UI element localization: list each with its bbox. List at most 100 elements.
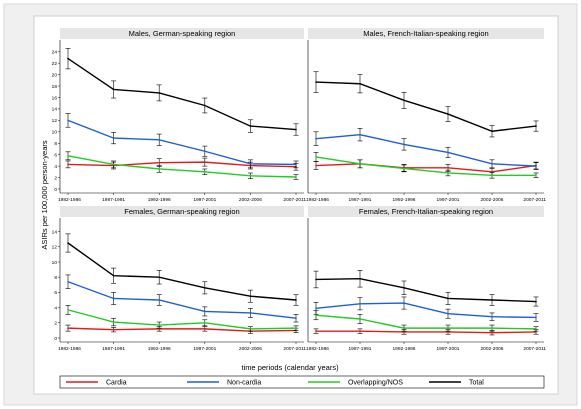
y-tick-label: 6 [54,152,57,158]
data-point [158,276,160,279]
panel-title: Females, French-Italian-speaking region [359,207,493,216]
data-point [158,168,160,170]
panel-title: Males, French-Italian-speaking region [363,29,488,38]
data-point [359,318,361,320]
data-point [204,150,206,153]
data-point [315,164,317,167]
data-point [295,176,297,178]
legend-label: Total [469,380,484,387]
data-point [535,165,537,167]
data-point [315,278,317,281]
data-point [158,299,160,301]
y-tick-label: 10 [52,260,58,266]
panel-title-strip [308,206,544,217]
data-point [491,327,493,329]
data-point [491,130,493,133]
data-point [491,331,493,334]
x-tick-label: 2007-2011 [523,197,546,203]
x-tick-label: 2007-2011 [283,197,306,203]
x-tick-label: 2002-2006 [239,346,262,352]
data-point [295,317,297,320]
data-point [403,99,405,102]
data-point [204,161,206,163]
data-point [403,287,405,289]
panels: Males, German-speaking region02468101214… [52,28,546,352]
data-point [491,315,493,318]
panel-title-strip [60,206,304,217]
y-axis-label: ASIRs per 100,000 person-years [40,140,49,249]
data-point [315,137,317,140]
data-point [204,287,206,289]
data-point [535,125,537,127]
data-point [158,161,160,164]
y-tick-label: 8 [54,275,57,281]
x-tick-label: 1992-1996 [148,346,171,352]
y-tick-label: 0 [54,336,57,342]
y-tick-label: 20 [52,72,58,78]
series-line [67,281,297,319]
y-tick-label: 14 [52,229,58,235]
data-point [204,104,206,107]
data-point [359,82,361,85]
data-point [67,280,69,283]
x-tick-label: 1987-1991 [102,346,125,352]
data-point [249,328,252,330]
x-axis-label: time periods (calendar years) [241,363,339,372]
data-point [67,119,69,122]
x-tick-label: 1987-1991 [349,197,372,203]
y-tick-label: 24 [52,50,58,56]
series-line [315,156,536,176]
data-point [315,81,317,83]
data-point [158,324,160,326]
data-point [403,167,405,170]
data-point [112,163,115,166]
data-point [447,172,449,174]
data-point [249,312,252,314]
x-tick-label: 1997-2001 [193,346,216,352]
x-tick-label: 1982-1986 [306,197,329,203]
panel-title: Males, German-speaking region [129,29,236,38]
series-non-cardia [65,274,299,323]
data-point [112,321,115,323]
series-line [315,81,537,132]
panel-females-french-italian-speaking-region: Females, French-Italian-speaking region 1… [306,206,546,352]
data-point [535,174,537,177]
data-point [491,174,493,177]
data-point [315,330,317,332]
data-point [491,163,493,165]
x-tick-label: 1997-2001 [437,346,460,352]
legend-item-cardia: Cardia [66,380,127,387]
series-line [315,133,537,167]
data-point [249,295,252,298]
data-point [359,330,361,332]
legend-label: Overlapping/NOS [348,380,403,387]
x-tick-label: 1997-2001 [437,197,460,203]
series-line [67,58,297,131]
data-point [359,277,361,280]
data-point [67,155,69,157]
data-point [158,92,160,94]
data-point [67,242,69,244]
data-point [315,314,317,317]
series-overlapping-nos [65,305,299,332]
data-point [359,303,361,305]
data-point [249,163,252,165]
y-tick-label: 16 [52,95,58,101]
x-tick-label: 1992-1996 [148,197,171,203]
data-point [158,328,160,330]
data-point [295,128,297,131]
data-point [204,328,206,330]
x-tick-label: 2002-2006 [481,197,504,203]
data-point [295,299,297,301]
series-non-cardia [313,128,539,170]
data-point [403,331,405,333]
data-point [447,297,449,300]
x-tick-label: 1992-1996 [393,346,416,352]
data-point [158,139,160,141]
series-line [315,302,537,319]
series-non-cardia [65,113,299,169]
x-tick-label: 1982-1986 [58,197,81,203]
series-line [67,242,297,301]
series-total [313,71,539,138]
data-point [535,328,537,330]
